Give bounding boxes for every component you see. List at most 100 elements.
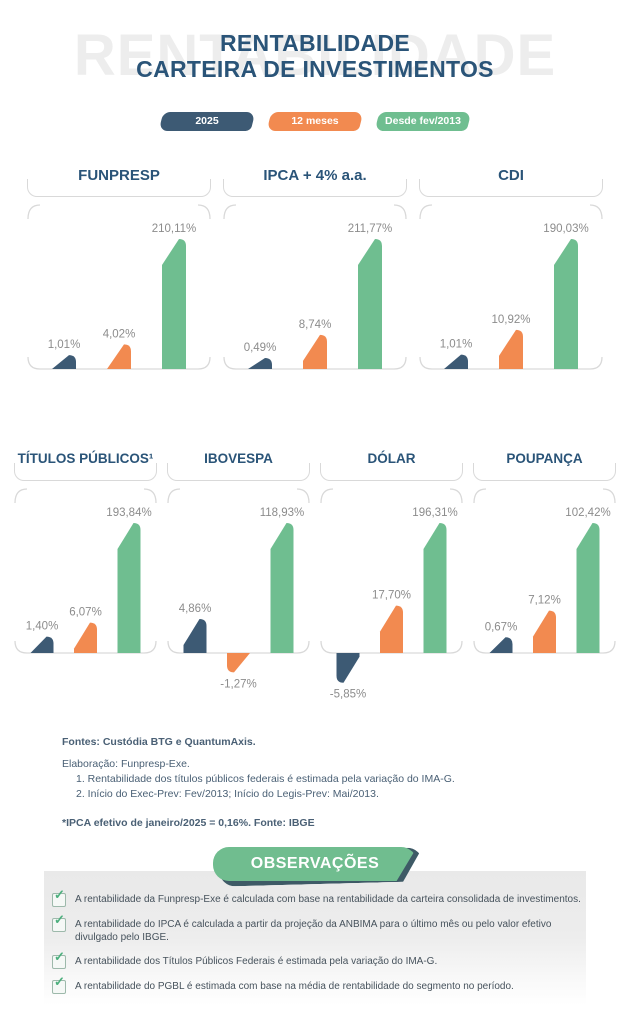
legend-label-desde-fev2013: Desde fev/2013 [385,115,461,127]
bar-value-label: 0,67% [485,621,518,633]
observation-item: A rentabilidade do PGBL é estimada com b… [52,975,590,994]
chart-bars: 1,01% 10,92% 190,03% [419,204,603,370]
chart-bars: 4,86% -1,27% 118,93% [167,488,310,690]
bar-2025 [248,358,272,369]
legend-pill-2025: 2025 [158,112,256,131]
observation-text: A rentabilidade da Funpresp-Exe é calcul… [75,894,581,905]
bar-12 meses [107,344,131,369]
bar-value-label: 17,70% [372,590,411,602]
chart-panel: IPCA + 4% a.a. 0,49% 8,74% 211,77% [222,167,408,389]
bar-Desde fev/2013 [270,523,294,653]
legend: 2025 12 meses Desde fev/2013 [0,112,630,131]
bar-value-label: -1,27% [220,678,256,690]
bar-2025 [336,653,360,683]
observations-badge-front [213,847,417,881]
page-title-line1: RENTABILIDADE [219,30,411,56]
bar-value-label: 7,12% [528,595,561,607]
bar-Desde fev/2013 [554,239,578,369]
bar-value-label: 210,11% [152,223,197,235]
chart-title-frame [419,179,603,197]
bar-value-label: 118,93% [260,507,305,519]
legend-label-12-meses: 12 meses [291,115,339,127]
bar-2025 [30,636,54,653]
chart-panel: CDI 1,01% 10,92% 190,03% [418,167,604,389]
bar-Desde fev/2013 [117,523,141,653]
observation-text: A rentabilidade do PGBL é estimada com b… [75,981,514,992]
note-ipca: *IPCA efetivo de janeiro/2025 = 0,16%. F… [62,817,315,829]
bar-value-label: 1,01% [440,339,473,351]
bar-value-label: 6,07% [69,607,102,619]
bar-12 meses [499,329,523,369]
observations-list: A rentabilidade da Funpresp-Exe é calcul… [52,888,590,1005]
bar-value-label: 102,42% [565,507,610,519]
chart-bars: -5,85% 17,70% 196,31% [320,488,463,701]
chart-title: IPCA + 4% a.a. [222,167,408,197]
bar-Desde fev/2013 [576,523,600,653]
checkbox-check-icon [52,888,66,907]
legend-pill-12-meses: 12 meses [266,112,364,131]
chart-panel: IBOVESPA 4,86% -1,27% 118,93% [166,451,311,713]
charts-row-1: FUNPRESP 1,01% 4,02% 210,11% IPCA + 4% a.a. 0… [0,167,630,389]
legend-pill-desde-fev2013: Desde fev/2013 [374,112,472,131]
bar-value-label: 0,49% [244,342,277,354]
chart-title: TÍTULOS PÚBLICOS¹ [13,451,158,481]
bar-12 meses [303,334,327,369]
observation-text: A rentabilidade do IPCA é calculada a pa… [75,919,552,943]
header: RENTABILIDADE RENTABILIDADE CARTEIRA DE … [0,0,630,106]
chart-title-frame [320,463,463,481]
chart-title: FUNPRESP [26,167,212,197]
legend-label-2025: 2025 [195,115,219,127]
chart-bars: 1,40% 6,07% 193,84% [14,488,157,654]
bar-value-label: 211,77% [348,223,393,235]
watermark-text: RENTABILIDADE [73,23,557,88]
bar-value-label: 193,84% [106,507,151,519]
page-title-line2: CARTEIRA DE INVESTIMENTOS [136,56,494,82]
bar-Desde fev/2013 [358,239,382,369]
bar-2025 [489,637,513,653]
observation-item: A rentabilidade da Funpresp-Exe é calcul… [52,888,590,907]
bar-Desde fev/2013 [162,239,186,369]
chart-panel: TÍTULOS PÚBLICOS¹ 1,40% 6,07% 193,84% [13,451,158,713]
bar-value-label: 1,01% [48,339,81,351]
chart-title-frame [223,179,407,197]
chart-bars: 0,49% 8,74% 211,77% [223,204,407,370]
observations-badge-label: OBSERVAÇÕES [250,855,380,872]
bar-12 meses [533,610,556,653]
bar-12 meses [74,622,97,653]
chart-title: POUPANÇA [472,451,617,481]
bar-2025 [183,619,207,653]
chart-panel: FUNPRESP 1,01% 4,02% 210,11% [26,167,212,389]
chart-title-frame [27,179,211,197]
observations-section: OBSERVAÇÕES A rentabilidade da Funpresp-… [0,847,630,1017]
bar-value-label: 4,86% [179,603,212,615]
chart-bars: 0,67% 7,12% 102,42% [473,488,616,654]
checkbox-check-icon [52,950,66,969]
bar-value-label: 1,40% [26,621,59,633]
observation-item: A rentabilidade do IPCA é calculada a pa… [52,913,590,944]
bar-value-label: -5,85% [330,689,366,701]
chart-panel: POUPANÇA 0,67% 7,12% 102,42% [472,451,617,713]
chart-title: IBOVESPA [166,451,311,481]
chart-title: DÓLAR [319,451,464,481]
bar-value-label: 196,31% [412,507,457,519]
note-1: 1. Rentabilidade dos títulos públicos fe… [76,773,455,785]
observation-item: A rentabilidade dos Títulos Públicos Fed… [52,950,590,969]
checkbox-check-icon [52,913,66,932]
chart-title-frame [167,463,310,481]
bar-value-label: 10,92% [491,314,530,326]
chart-title-frame [14,463,157,481]
observation-text: A rentabilidade dos Títulos Públicos Fed… [75,956,438,967]
chart-title: CDI [418,167,604,197]
checkbox-check-icon [52,975,66,994]
note-elaboracao: Elaboração: Funpresp-Exe. [62,758,190,770]
charts-row-2: TÍTULOS PÚBLICOS¹ 1,40% 6,07% 193,84% IBOVES… [0,451,630,713]
bar-12 meses [227,653,250,673]
chart-bars: 1,01% 4,02% 210,11% [27,204,211,370]
note-2: 2. Início do Exec-Prev: Fev/2013; Início… [76,788,379,800]
bar-value-label: 190,03% [543,223,588,235]
footnotes: Fontes: Custódia BTG e QuantumAxis. Elab… [62,735,630,831]
bar-value-label: 8,74% [299,319,332,331]
note-fontes: Fontes: Custódia BTG e QuantumAxis. [62,736,256,748]
chart-title-frame [473,463,616,481]
observations-badge: OBSERVAÇÕES [213,847,417,881]
